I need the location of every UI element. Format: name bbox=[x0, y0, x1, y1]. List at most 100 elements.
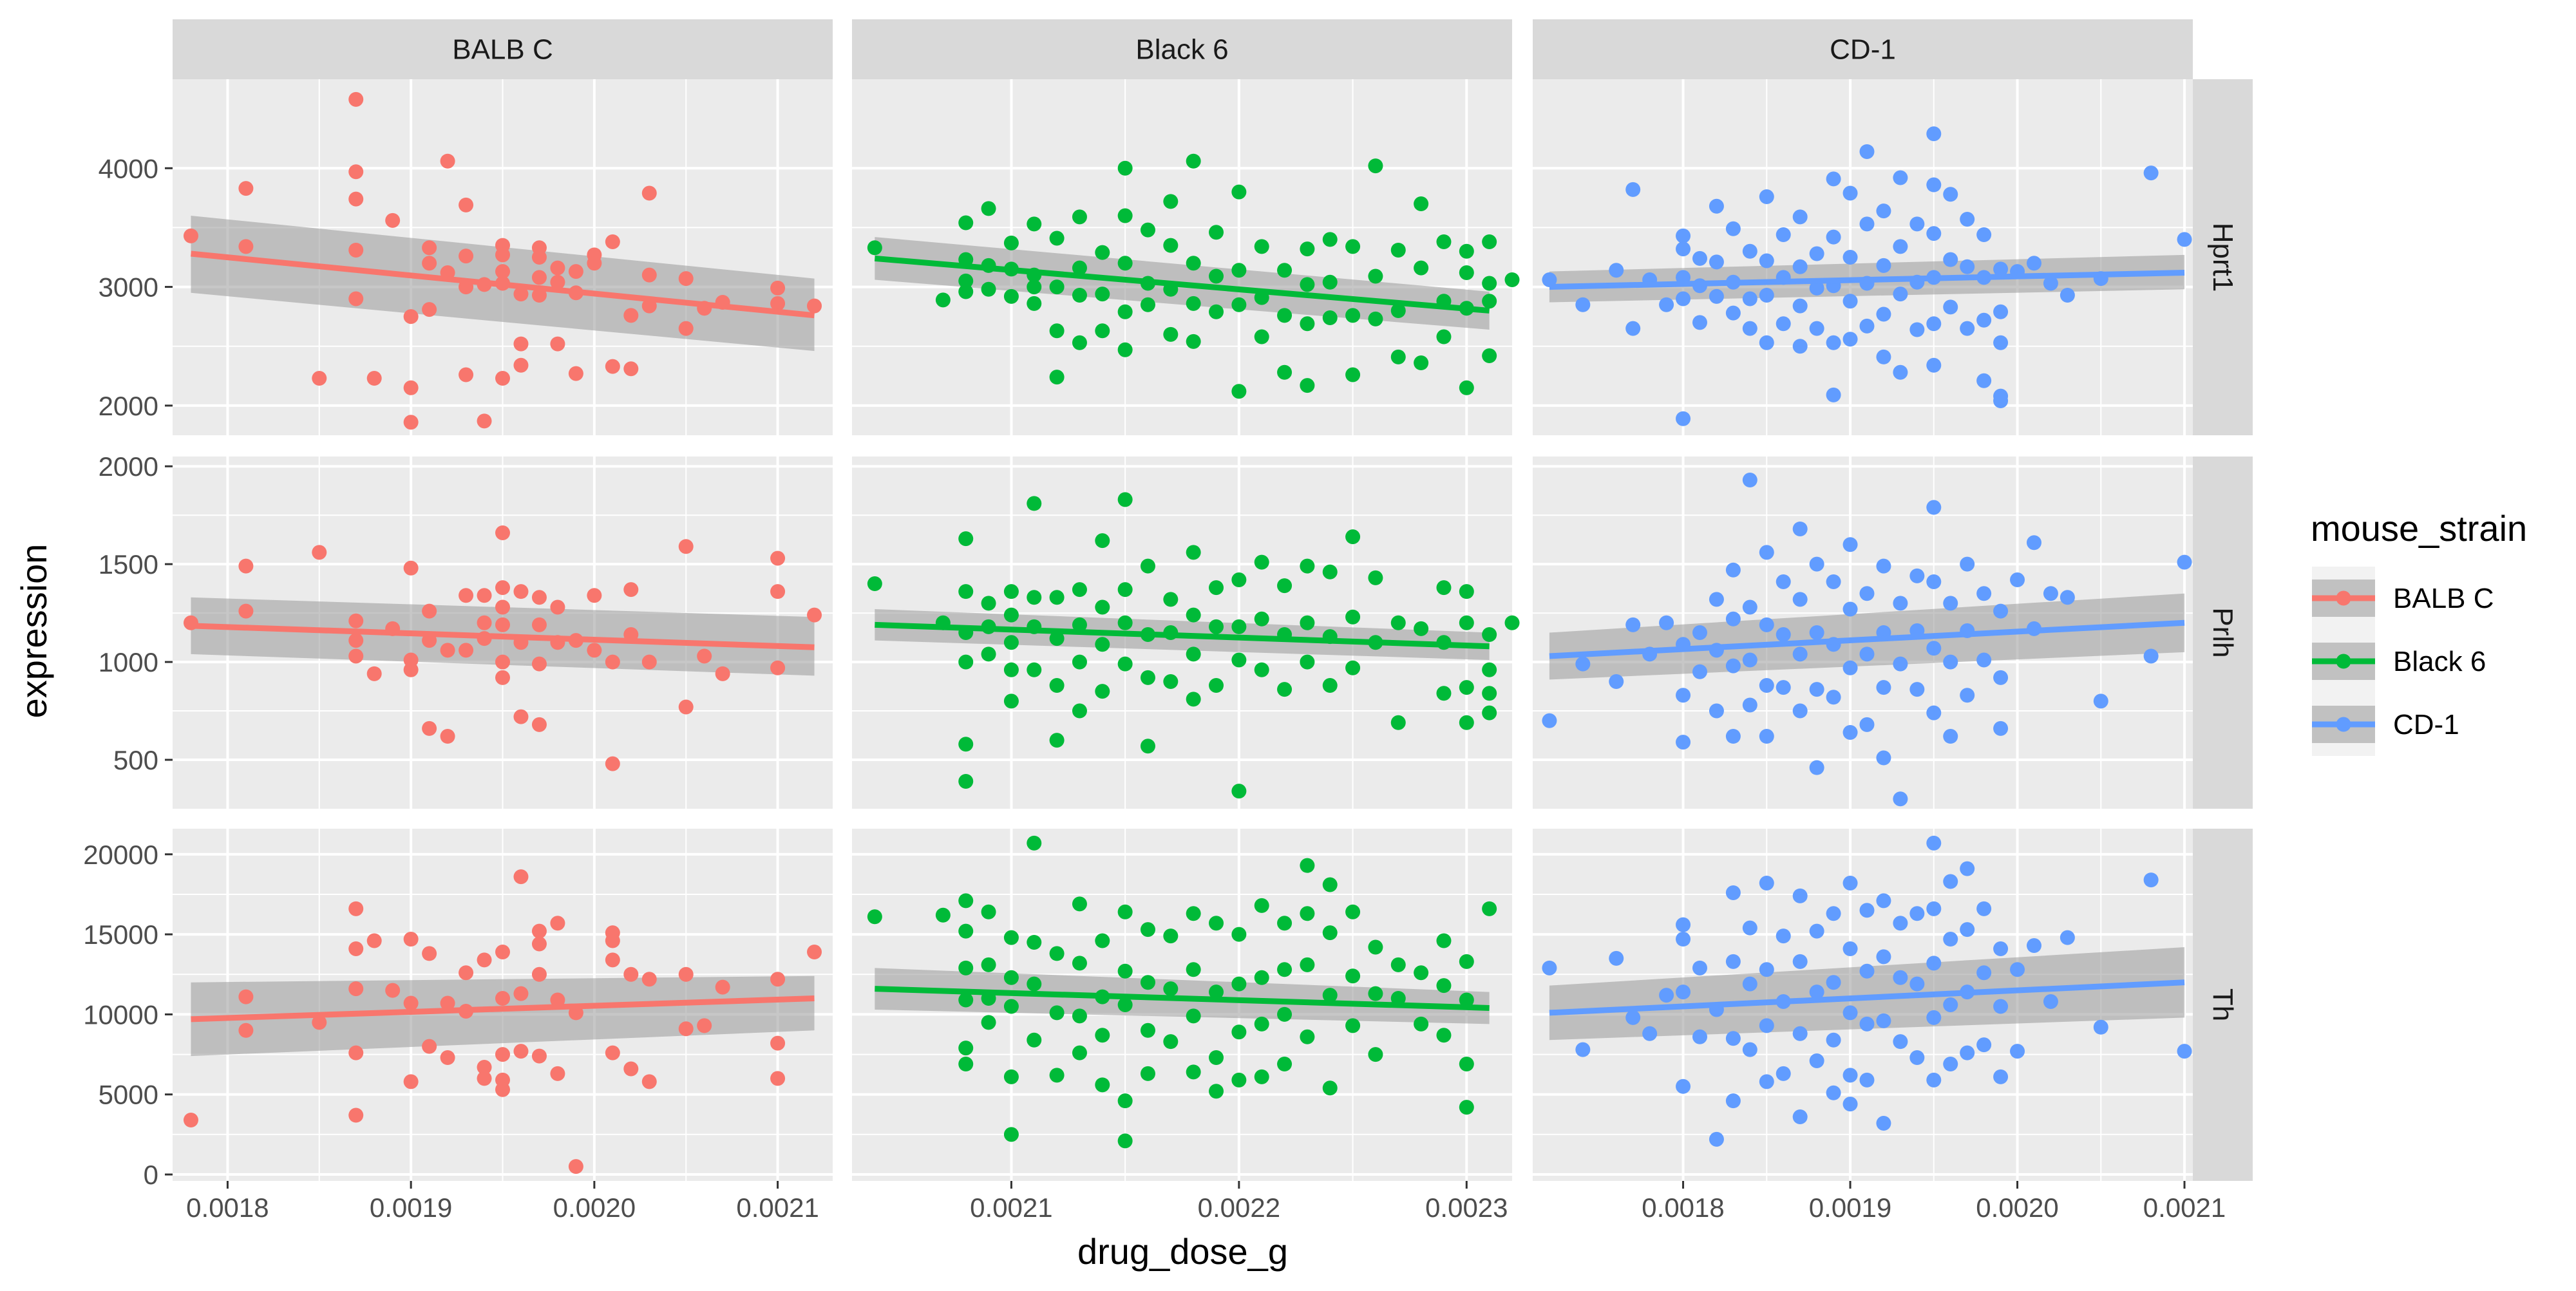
data-point bbox=[477, 615, 492, 630]
data-point bbox=[1759, 189, 1774, 204]
data-point bbox=[1254, 239, 1269, 254]
data-point bbox=[1742, 243, 1757, 259]
data-point bbox=[1609, 263, 1624, 278]
data-point bbox=[1575, 1042, 1591, 1057]
data-point bbox=[1277, 263, 1293, 278]
data-point bbox=[935, 292, 951, 308]
data-point bbox=[1792, 259, 1808, 274]
data-point bbox=[2143, 872, 2159, 888]
data-point bbox=[1231, 652, 1247, 668]
data-point bbox=[477, 588, 492, 603]
data-point bbox=[678, 699, 694, 715]
data-point bbox=[1049, 1005, 1065, 1021]
data-point bbox=[1926, 705, 1942, 721]
data-point bbox=[1072, 956, 1087, 971]
data-point bbox=[1826, 335, 1841, 350]
data-point bbox=[238, 603, 254, 619]
data-point bbox=[1742, 976, 1757, 992]
data-point bbox=[623, 966, 639, 982]
data-point bbox=[623, 361, 639, 377]
data-point bbox=[1809, 985, 1824, 1000]
data-point bbox=[1095, 245, 1110, 260]
data-point bbox=[1117, 492, 1133, 507]
data-point bbox=[1909, 906, 1925, 921]
data-point bbox=[1049, 370, 1065, 385]
data-point bbox=[1876, 750, 1891, 766]
confidence-band bbox=[1549, 947, 2185, 1041]
confidence-band bbox=[1549, 593, 2185, 680]
data-point bbox=[1095, 599, 1110, 615]
data-point bbox=[981, 596, 996, 611]
data-point bbox=[403, 932, 419, 947]
data-point bbox=[1826, 975, 1841, 990]
data-point bbox=[1742, 472, 1757, 487]
data-point bbox=[513, 1044, 529, 1059]
data-point bbox=[1876, 680, 1891, 695]
data-point bbox=[550, 1066, 565, 1081]
x-axis-tick-label: 0.0019 bbox=[1809, 1192, 1891, 1223]
data-point bbox=[1300, 277, 1315, 292]
data-point bbox=[1926, 1010, 1942, 1025]
data-point bbox=[238, 1022, 254, 1038]
data-point bbox=[715, 979, 730, 995]
data-point bbox=[623, 308, 639, 323]
data-point bbox=[1826, 574, 1841, 589]
data-point bbox=[2143, 648, 2159, 664]
y-axis-tick-label: 0 bbox=[144, 1160, 158, 1190]
data-point bbox=[697, 1018, 712, 1033]
facet-panel bbox=[852, 829, 1512, 1181]
data-point bbox=[1482, 686, 1497, 701]
data-point bbox=[403, 309, 419, 325]
data-point bbox=[440, 729, 455, 744]
data-point bbox=[1893, 916, 1908, 931]
facet-strip-column bbox=[173, 19, 833, 79]
data-point bbox=[1742, 321, 1757, 336]
data-point bbox=[1926, 500, 1942, 515]
data-point bbox=[1709, 703, 1724, 719]
data-point bbox=[1759, 253, 1774, 269]
data-point bbox=[1368, 158, 1383, 174]
data-point bbox=[958, 654, 974, 670]
data-point bbox=[1027, 496, 1042, 511]
data-point bbox=[1345, 609, 1361, 625]
data-point bbox=[1003, 662, 1019, 677]
data-point bbox=[1993, 999, 2009, 1014]
data-point bbox=[1792, 209, 1808, 225]
data-point bbox=[1117, 304, 1133, 319]
data-point bbox=[1186, 153, 1201, 169]
data-point bbox=[1692, 960, 1707, 975]
facet-strip-column-label: BALB C bbox=[452, 34, 553, 66]
data-point bbox=[1876, 1013, 1891, 1028]
data-point bbox=[1209, 985, 1224, 1000]
data-point bbox=[550, 992, 565, 1008]
data-point bbox=[1095, 1028, 1110, 1043]
data-point bbox=[1709, 254, 1724, 270]
data-point bbox=[1826, 387, 1841, 402]
data-point bbox=[1003, 1069, 1019, 1084]
data-point bbox=[1692, 625, 1707, 640]
data-point bbox=[1993, 721, 2009, 736]
data-point bbox=[1759, 1074, 1774, 1089]
data-point bbox=[1140, 297, 1155, 312]
data-point bbox=[1859, 144, 1875, 159]
data-point bbox=[422, 721, 437, 736]
data-point bbox=[348, 613, 364, 628]
data-point bbox=[183, 1113, 198, 1128]
data-point bbox=[2093, 693, 2108, 709]
data-point bbox=[1842, 1068, 1858, 1083]
data-point bbox=[1277, 682, 1293, 697]
data-point bbox=[422, 946, 437, 961]
x-axis-tick-label: 0.0022 bbox=[1198, 1192, 1280, 1223]
data-point bbox=[1095, 637, 1110, 652]
data-point bbox=[477, 413, 492, 429]
data-point bbox=[403, 415, 419, 430]
data-point bbox=[1809, 246, 1824, 261]
x-axis-tick-label: 0.0019 bbox=[370, 1192, 452, 1223]
facet-panel bbox=[1533, 829, 2193, 1181]
data-point bbox=[1792, 703, 1808, 719]
data-point bbox=[1809, 760, 1824, 775]
data-point bbox=[238, 558, 254, 574]
data-point bbox=[1926, 357, 1942, 373]
data-point bbox=[1909, 682, 1925, 697]
data-point bbox=[1209, 225, 1224, 240]
